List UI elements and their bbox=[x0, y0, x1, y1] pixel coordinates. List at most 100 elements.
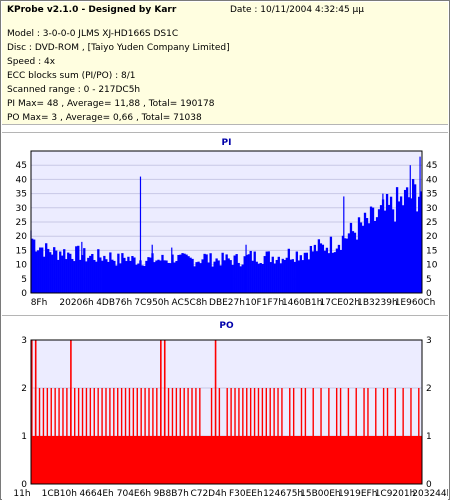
pi-bar bbox=[115, 265, 118, 293]
y-tick-label-left: 25 bbox=[16, 218, 27, 228]
pi-bar bbox=[375, 217, 379, 293]
x-tick-label: F30EEh bbox=[229, 489, 263, 499]
po-spike-2 bbox=[347, 388, 350, 436]
pi-bar bbox=[203, 253, 206, 293]
pi-bar bbox=[383, 210, 387, 293]
po-spike-2 bbox=[117, 388, 119, 436]
po-chart-panel: PO 0 0 1 1 2 2 3 3 11h 1CB10h 4664Eh 704E6h 9B8B7h C72… bbox=[2, 315, 450, 500]
po-spike-2 bbox=[50, 388, 52, 436]
pi-bar bbox=[111, 259, 114, 293]
po-spike-2 bbox=[226, 388, 228, 436]
pi-bar bbox=[329, 236, 333, 293]
x-tick-label: DBE27h bbox=[209, 298, 245, 308]
po-spike-2 bbox=[418, 388, 420, 436]
pi-bar bbox=[95, 261, 98, 293]
pi-bar bbox=[93, 259, 96, 293]
pi-bar bbox=[79, 259, 82, 293]
po-spike-2 bbox=[304, 388, 307, 436]
pi-bar bbox=[273, 263, 276, 293]
po-spike-2 bbox=[77, 388, 80, 436]
pi-bar bbox=[217, 260, 220, 293]
pi-bar bbox=[379, 205, 383, 293]
pi-bar bbox=[121, 253, 124, 293]
pi-bar bbox=[287, 248, 290, 293]
ecc-info: ECC blocks sum (PI/PO) : 8/1 bbox=[7, 71, 136, 81]
pi-bar bbox=[289, 259, 292, 293]
po-spike-2 bbox=[292, 388, 295, 436]
pi-bar bbox=[57, 259, 60, 293]
po-spike-3 bbox=[31, 340, 33, 436]
po-spike-2 bbox=[386, 388, 389, 436]
pi-bar bbox=[311, 251, 315, 293]
scan-date: Date : 10/11/2004 4:32:45 μμ bbox=[230, 5, 365, 15]
pi-bar bbox=[157, 259, 160, 293]
x-tick-label: 1919EFh bbox=[338, 489, 377, 499]
pi-bar bbox=[199, 263, 202, 293]
pi-bar bbox=[201, 259, 204, 293]
y-tick-label-left: 0 bbox=[21, 480, 27, 490]
pi-bar bbox=[137, 263, 140, 293]
pi-bar bbox=[47, 248, 50, 293]
po-spike-2 bbox=[234, 388, 236, 436]
po-spike-2 bbox=[230, 388, 232, 436]
pi-bar bbox=[171, 254, 174, 293]
pi-bar bbox=[195, 262, 198, 293]
pi-bar bbox=[331, 252, 335, 293]
plot-border bbox=[30, 339, 423, 485]
pi-bar bbox=[355, 239, 359, 293]
pi-bar bbox=[297, 260, 300, 293]
pi-bar bbox=[317, 239, 321, 293]
pi-bar bbox=[303, 252, 307, 293]
x-tick-label: 704E6h bbox=[117, 489, 151, 499]
pi-bar bbox=[193, 266, 196, 293]
pi-bar bbox=[85, 261, 88, 293]
po-spike-2 bbox=[38, 388, 41, 436]
y-tick-label-right: 3 bbox=[426, 336, 432, 346]
po-spike-2 bbox=[62, 388, 64, 436]
pi-bar bbox=[365, 218, 369, 293]
pi-bar bbox=[339, 249, 343, 293]
po-spike-2 bbox=[167, 388, 170, 436]
y-tick-label-left: 0 bbox=[21, 289, 27, 299]
po-spike-2 bbox=[242, 388, 244, 436]
pi-bar bbox=[387, 204, 391, 293]
pi-bar bbox=[257, 263, 260, 293]
y-tick-label-left: 3 bbox=[21, 336, 27, 346]
y-tick-label-right: 30 bbox=[426, 204, 438, 214]
pi-bar bbox=[241, 264, 244, 293]
pi-bar bbox=[49, 252, 52, 293]
pi-bar bbox=[147, 257, 150, 293]
pi-bar bbox=[371, 207, 375, 293]
x-tick-label: 1E960Ch bbox=[395, 298, 436, 308]
pi-bar bbox=[63, 249, 66, 293]
po-spike-2 bbox=[249, 388, 252, 436]
po-spike-2 bbox=[402, 388, 404, 436]
pi-bar bbox=[207, 262, 210, 293]
pi-bar bbox=[281, 258, 284, 293]
x-tick-label: AC5C8h bbox=[172, 298, 208, 308]
pi-bar bbox=[149, 257, 152, 293]
pi-bar bbox=[71, 258, 74, 293]
po-spike-2 bbox=[66, 388, 68, 436]
pi-bar bbox=[43, 256, 46, 293]
pi-bar bbox=[91, 253, 94, 293]
po-spike-2 bbox=[199, 388, 201, 436]
po-spike-2 bbox=[320, 388, 322, 436]
pi-bar bbox=[99, 257, 102, 293]
pi-bar bbox=[307, 259, 311, 293]
pi-bar bbox=[369, 206, 373, 293]
po-spike-2 bbox=[113, 388, 115, 436]
pi-bar bbox=[349, 222, 353, 293]
chart-title: PO bbox=[219, 321, 234, 331]
y-tick-label-right: 10 bbox=[426, 261, 438, 271]
pi-bar bbox=[61, 255, 64, 293]
pi-bar bbox=[357, 217, 361, 293]
po-spike-3 bbox=[163, 340, 166, 436]
pi-bar bbox=[69, 253, 72, 293]
po-spike-2 bbox=[132, 388, 135, 436]
po-spike-2 bbox=[355, 388, 357, 436]
pi-bar bbox=[337, 244, 341, 293]
pi-bar bbox=[33, 239, 36, 293]
po-spike-2 bbox=[257, 388, 260, 436]
pi-bar bbox=[309, 245, 313, 293]
